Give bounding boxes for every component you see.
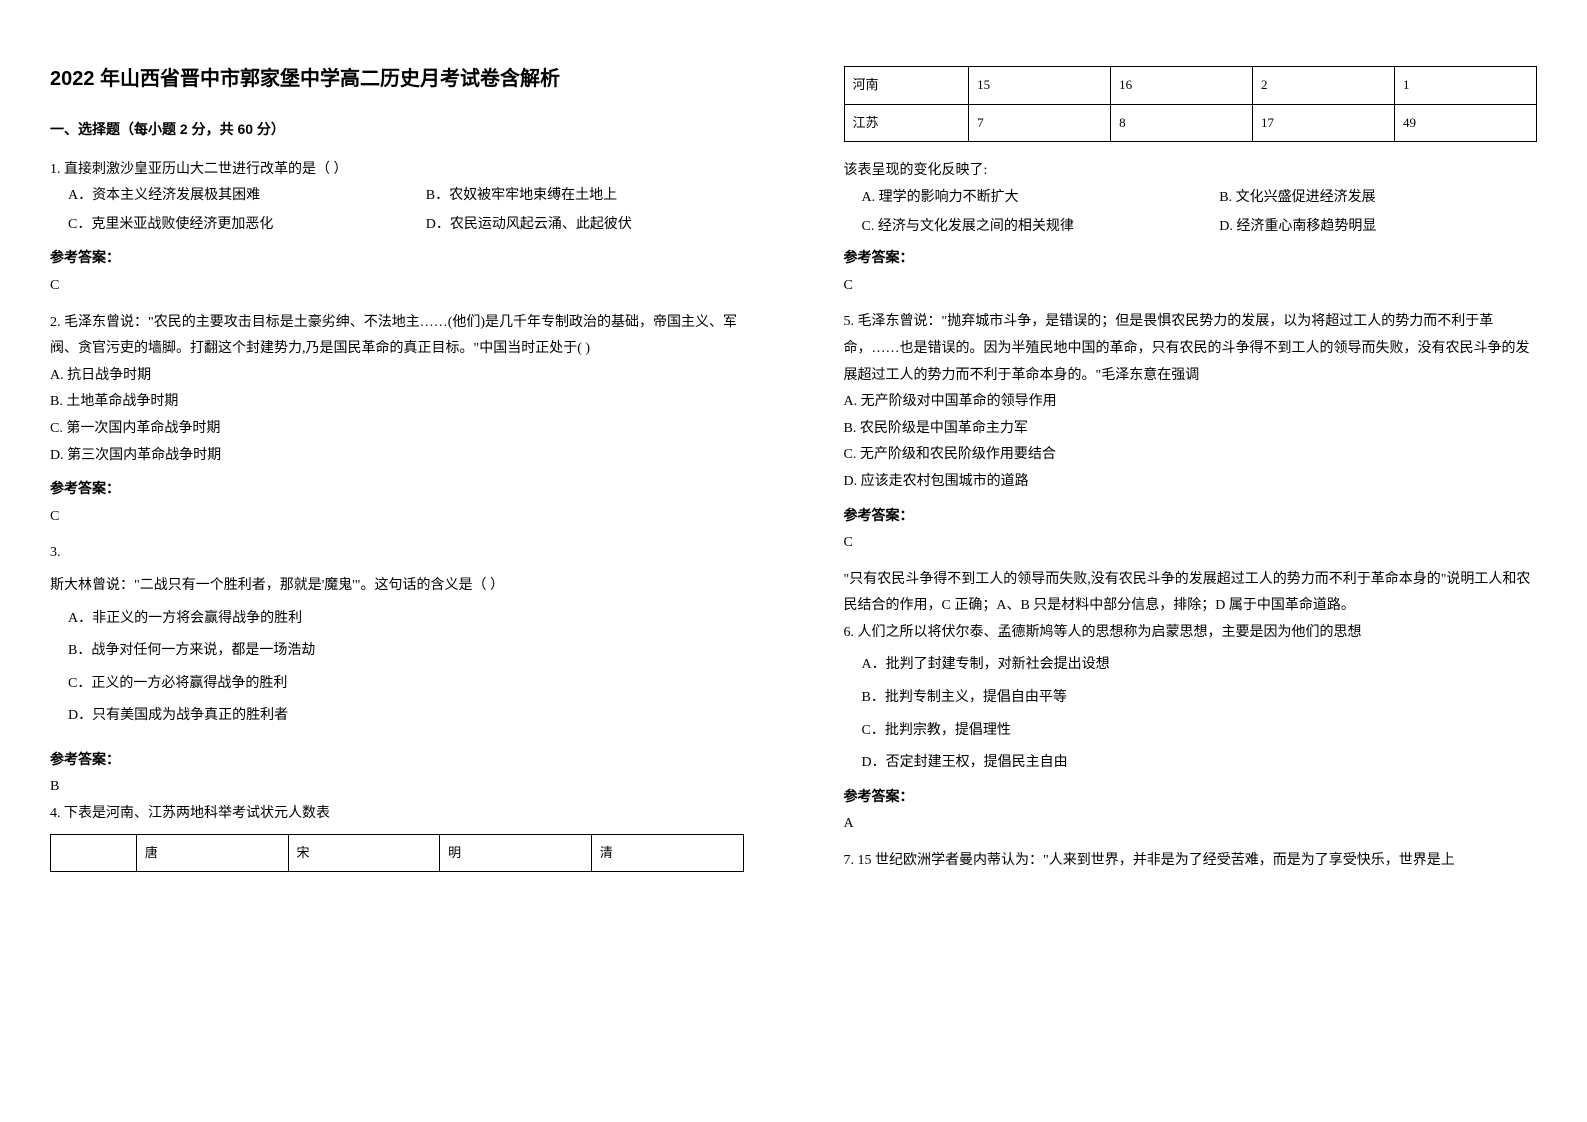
q3-stem: 斯大林曾说："二战只有一个胜利者，那就是'魔鬼'"。这句话的含义是（ ）: [50, 573, 744, 600]
cell: 15: [969, 67, 1111, 105]
q4-opt-b: B. 文化兴盛促进经济发展: [1219, 185, 1537, 212]
cell: 1: [1395, 67, 1537, 105]
q3-opt-a: A．非正义的一方将会赢得战争的胜利: [50, 606, 744, 633]
q3-opt-b: B．战争对任何一方来说，都是一场浩劫: [50, 638, 744, 665]
q1-opt-b: B．农奴被牢牢地束缚在土地上: [426, 183, 744, 210]
q4-opt-d: D. 经济重心南移趋势明显: [1219, 214, 1537, 241]
q2-opt-c: C. 第一次国内革命战争时期: [50, 416, 744, 443]
question-6: 6. 人们之所以将伏尔泰、孟德斯鸠等人的思想称为启蒙思想，主要是因为他们的思想 …: [844, 620, 1538, 777]
q5-opt-c: C. 无产阶级和农民阶级作用要结合: [844, 442, 1538, 469]
q5-explanation: "只有农民斗争得不到工人的领导而失败,没有农民斗争的发展超过工人的势力而不利于革…: [844, 567, 1538, 620]
q6-opt-d: D．否定封建王权，提倡民主自由: [844, 750, 1538, 777]
cell: 8: [1111, 104, 1253, 142]
cell: 2: [1253, 67, 1395, 105]
q3-answer: B: [50, 774, 744, 801]
q1-opt-d: D．农民运动风起云涌、此起彼伏: [426, 212, 744, 239]
answer-label: 参考答案：: [844, 783, 1538, 810]
q4-opt-a: A. 理学的影响力不断扩大: [862, 185, 1180, 212]
th-blank: [51, 834, 137, 872]
q3-opt-c: C．正义的一方必将赢得战争的胜利: [50, 671, 744, 698]
q6-answer: A: [844, 811, 1538, 838]
q1-stem: 1. 直接刺激沙皇亚历山大二世进行改革的是（ ）: [50, 157, 744, 184]
th-ming: 明: [440, 834, 592, 872]
q5-opt-b: B. 农民阶级是中国革命主力军: [844, 416, 1538, 443]
q4-options-row1: A. 理学的影响力不断扩大 B. 文化兴盛促进经济发展: [844, 185, 1538, 212]
section-heading: 一、选择题（每小题 2 分，共 60 分）: [50, 116, 744, 143]
q4-options-row2: C. 经济与文化发展之间的相关规律 D. 经济重心南移趋势明显: [844, 214, 1538, 241]
q1-opt-c: C．克里米亚战败使经济更加恶化: [68, 212, 386, 239]
cell: 河南: [844, 67, 969, 105]
table-row: 唐 宋 明 清: [51, 834, 744, 872]
cell: 49: [1395, 104, 1537, 142]
q4-stem: 4. 下表是河南、江苏两地科举考试状元人数表: [50, 801, 744, 828]
q6-opt-c: C．批判宗教，提倡理性: [844, 718, 1538, 745]
answer-label: 参考答案：: [50, 746, 744, 773]
q1-opt-a: A．资本主义经济发展极其困难: [68, 183, 386, 210]
q5-answer: C: [844, 530, 1538, 557]
q3-opt-d: D．只有美国成为战争真正的胜利者: [50, 703, 744, 730]
q4-table-body: 河南 15 16 2 1 江苏 7 8 17 49: [844, 66, 1538, 142]
q5-opt-a: A. 无产阶级对中国革命的领导作用: [844, 389, 1538, 416]
answer-label: 参考答案：: [844, 502, 1538, 529]
page-title: 2022 年山西省晋中市郭家堡中学高二历史月考试卷含解析: [50, 60, 744, 98]
answer-label: 参考答案：: [50, 244, 744, 271]
q7-stem: 7. 15 世纪欧洲学者曼内蒂认为："人来到世界，并非是为了经受苦难，而是为了享…: [844, 848, 1538, 875]
th-qing: 清: [591, 834, 743, 872]
q4-answer: C: [844, 273, 1538, 300]
question-1: 1. 直接刺激沙皇亚历山大二世进行改革的是（ ） A．资本主义经济发展极其困难 …: [50, 157, 744, 239]
question-7: 7. 15 世纪欧洲学者曼内蒂认为："人来到世界，并非是为了经受苦难，而是为了享…: [844, 848, 1538, 875]
q2-opt-b: B. 土地革命战争时期: [50, 389, 744, 416]
q1-answer: C: [50, 273, 744, 300]
q2-opt-a: A. 抗日战争时期: [50, 363, 744, 390]
q2-stem: 2. 毛泽东曾说："农民的主要攻击目标是土豪劣绅、不法地主……(他们)是几千年专…: [50, 310, 744, 363]
th-tang: 唐: [136, 834, 288, 872]
q4-opt-c: C. 经济与文化发展之间的相关规律: [862, 214, 1180, 241]
table-row: 江苏 7 8 17 49: [844, 104, 1537, 142]
q5-stem: 5. 毛泽东曾说："抛弃城市斗争，是错误的；但是畏惧农民势力的发展，以为将超过工…: [844, 309, 1538, 389]
question-5: 5. 毛泽东曾说："抛弃城市斗争，是错误的；但是畏惧农民势力的发展，以为将超过工…: [844, 309, 1538, 495]
q1-options-row1: A．资本主义经济发展极其困难 B．农奴被牢牢地束缚在土地上: [50, 183, 744, 210]
cell: 16: [1111, 67, 1253, 105]
q6-opt-a: A．批判了封建专制，对新社会提出设想: [844, 652, 1538, 679]
question-3: 斯大林曾说："二战只有一个胜利者，那就是'魔鬼'"。这句话的含义是（ ） A．非…: [50, 573, 744, 730]
q6-opt-b: B．批判专制主义，提倡自由平等: [844, 685, 1538, 712]
cell: 17: [1253, 104, 1395, 142]
q2-answer: C: [50, 504, 744, 531]
question-4: 4. 下表是河南、江苏两地科举考试状元人数表 唐 宋 明 清: [50, 801, 744, 872]
left-column: 2022 年山西省晋中市郭家堡中学高二历史月考试卷含解析 一、选择题（每小题 2…: [0, 0, 794, 1122]
table-row: 河南 15 16 2 1: [844, 67, 1537, 105]
q4-after: 该表呈现的变化反映了:: [844, 158, 1538, 185]
q3-num: 3.: [50, 540, 744, 567]
cell: 江苏: [844, 104, 969, 142]
q2-opt-d: D. 第三次国内革命战争时期: [50, 443, 744, 470]
q6-stem: 6. 人们之所以将伏尔泰、孟德斯鸠等人的思想称为启蒙思想，主要是因为他们的思想: [844, 620, 1538, 647]
right-column: 河南 15 16 2 1 江苏 7 8 17 49 该表呈现的变化反映了: A.…: [794, 0, 1587, 1122]
q1-options-row2: C．克里米亚战败使经济更加恶化 D．农民运动风起云涌、此起彼伏: [50, 212, 744, 239]
th-song: 宋: [288, 834, 440, 872]
cell: 7: [969, 104, 1111, 142]
question-2: 2. 毛泽东曾说："农民的主要攻击目标是土豪劣绅、不法地主……(他们)是几千年专…: [50, 310, 744, 470]
answer-label: 参考答案：: [50, 475, 744, 502]
q5-opt-d: D. 应该走农村包围城市的道路: [844, 469, 1538, 496]
q4-table-header: 唐 宋 明 清: [50, 834, 744, 873]
answer-label: 参考答案：: [844, 244, 1538, 271]
